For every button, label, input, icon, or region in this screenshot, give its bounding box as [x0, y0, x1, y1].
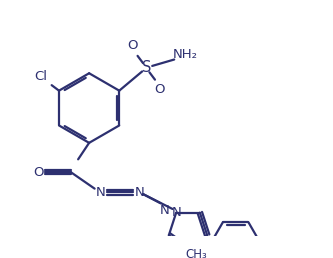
Text: S: S [142, 60, 152, 75]
Text: CH₃: CH₃ [185, 248, 207, 258]
Text: N: N [135, 186, 145, 199]
Text: Cl: Cl [34, 69, 47, 83]
Text: O: O [128, 39, 138, 52]
Text: NH₂: NH₂ [173, 47, 198, 61]
Text: O: O [154, 83, 165, 96]
Text: N: N [96, 186, 106, 199]
Text: N: N [171, 206, 181, 219]
Text: O: O [34, 166, 44, 179]
Text: N: N [159, 204, 169, 217]
